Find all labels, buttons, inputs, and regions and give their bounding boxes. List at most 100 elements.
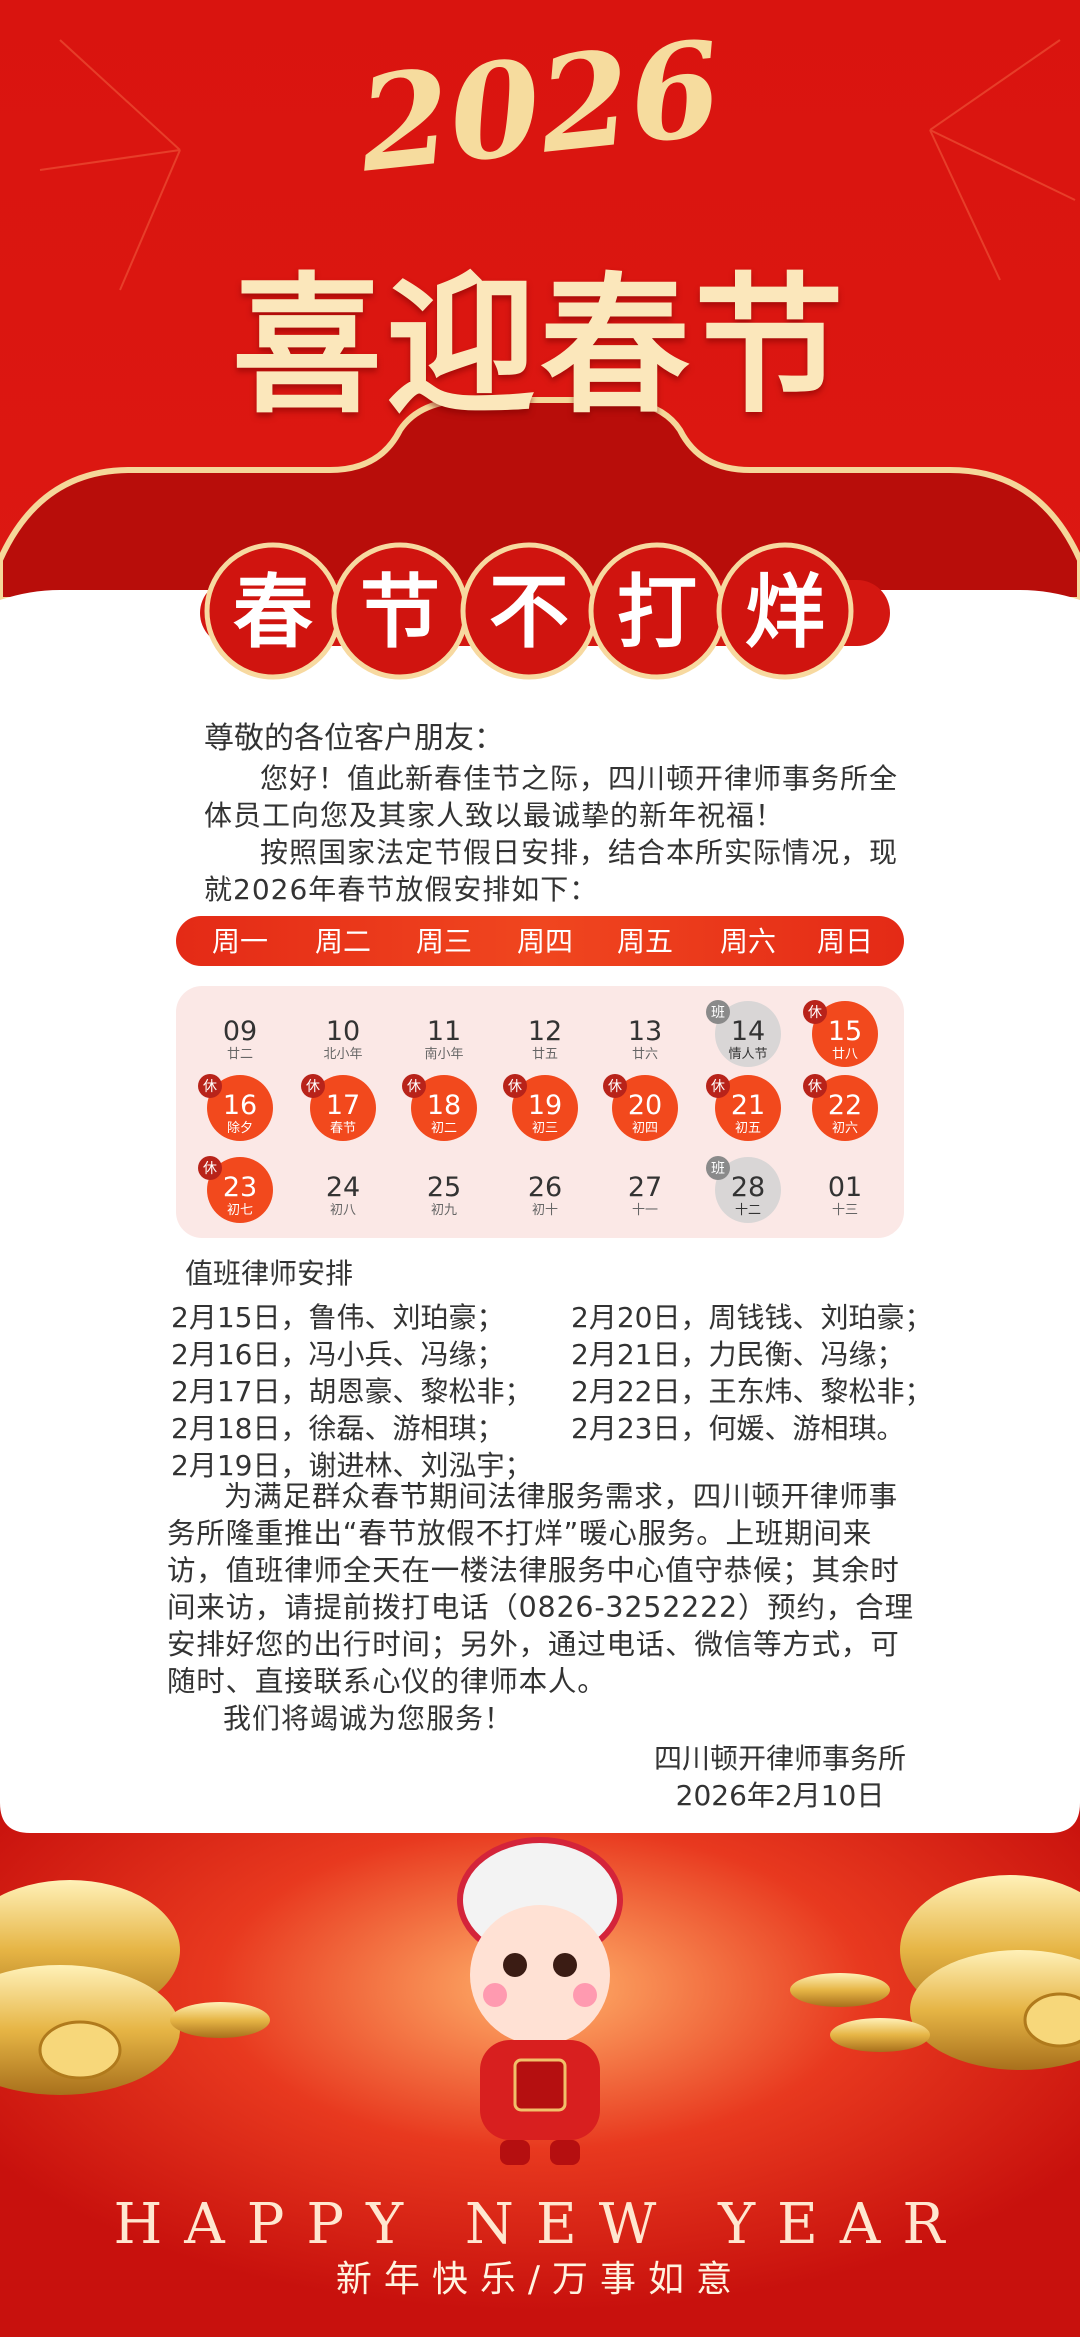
day-lunar: 南小年 [424,1046,463,1062]
day-number: 09 [223,1016,257,1047]
weekday: 周六 [720,925,776,958]
day-number: 20 [628,1090,662,1121]
day-circle [715,1075,781,1141]
day-number: 25 [427,1172,461,1203]
day-badge [706,1000,730,1024]
day-number: 19 [528,1090,562,1121]
day-badge-text: 休 [407,1079,421,1095]
day-number: 15 [828,1016,862,1047]
day-badge [301,1074,325,1098]
day-lunar: 除夕 [227,1121,253,1136]
banner-char: 节 [360,565,440,659]
day-lunar: 初二 [431,1121,457,1136]
day-circle [411,1075,477,1141]
day-number: 17 [326,1090,360,1121]
banner-circle [716,542,854,680]
duty-entry: 2月17日，胡恩豪、黎松非； [171,1375,533,1408]
day-badge [803,1074,827,1098]
day-lunar: 十一 [632,1203,658,1218]
day-number: 22 [828,1090,862,1121]
day-lunar: 初七 [227,1203,253,1218]
banner-char: 春 [233,565,313,659]
duty-title: 值班律师安排 [185,1257,354,1290]
day-badge [706,1074,730,1098]
day-number: 13 [628,1016,662,1047]
signature-date: 2026年2月10日 [675,1779,885,1812]
day-number: 01 [828,1172,862,1203]
day-lunar: 初五 [735,1121,761,1136]
duty-entry: 2月15日，鲁伟、刘珀豪； [171,1301,505,1334]
day-lunar: 廿二 [227,1047,253,1062]
day-number: 12 [528,1016,562,1047]
intro-paragraph: 按照国家法定节假日安排，结合本所实际情况，现就2026年春节放假安排如下： [204,836,899,906]
day-badge-text: 休 [608,1079,622,1095]
greeting: 尊敬的各位客户朋友： [204,721,504,756]
banner-char: 打 [617,565,697,659]
day-circle [715,1157,781,1223]
day-badge [198,1156,222,1180]
day-number: 24 [326,1172,360,1203]
day-badge-text: 班 [711,1005,725,1021]
day-lunar: 初八 [330,1203,356,1218]
day-circle [512,1075,578,1141]
footer-wishes: 新年快乐/万事如意 [335,2259,745,2300]
day-circle [207,1075,273,1141]
day-lunar: 廿八 [832,1047,858,1062]
day-number: 18 [427,1090,461,1121]
day-circle [612,1075,678,1141]
day-badge-text: 休 [808,1005,822,1021]
day-badge-text: 休 [711,1079,725,1095]
day-number: 10 [326,1016,360,1047]
day-lunar: 十二 [735,1203,761,1218]
duty-entry: 2月23日，何媛、游相琪。 [571,1412,905,1445]
day-badge [198,1074,222,1098]
weekday: 周五 [617,925,673,958]
day-lunar: 廿五 [532,1047,558,1062]
duty-entry: 2月19日，谢进林、刘泓宇； [171,1449,533,1482]
day-lunar: 初三 [532,1121,558,1136]
day-badge-text: 休 [808,1079,822,1095]
day-lunar: 十三 [832,1203,858,1218]
duty-entry: 2月20日，周钱钱、刘珀豪； [571,1301,933,1334]
day-lunar: 初六 [832,1121,858,1136]
day-badge [402,1074,426,1098]
notice: 为满足群众春节期间法律服务需求，四川顿开律师事务所隆重推出“春节放假不打烊”暖心… [167,1480,914,1698]
day-badge-text: 休 [203,1161,217,1177]
day-number: 26 [528,1172,562,1203]
day-badge [603,1074,627,1098]
day-number: 23 [223,1172,257,1203]
title: 喜迎春节 [231,258,848,434]
day-badge-text: 休 [203,1079,217,1095]
duty-entry: 2月22日，王东炜、黎松非； [571,1375,933,1408]
day-number: 21 [731,1090,765,1121]
day-number: 11 [427,1016,461,1047]
day-circle [310,1075,376,1141]
duty-entry: 2月16日，冯小兵、冯缘； [171,1338,505,1371]
day-circle [715,1001,781,1067]
weekday: 周二 [315,925,371,958]
day-circle [207,1157,273,1223]
banner-char: 不 [489,565,569,659]
weekday: 周一 [212,925,268,958]
footer-english: HAPPY NEW YEAR [113,2192,967,2257]
signature-org: 四川顿开律师事务所 [653,1742,906,1775]
day-badge-text: 休 [508,1079,522,1095]
day-lunar: 初九 [431,1203,457,1218]
intro-paragraph: 您好！值此新春佳节之际，四川顿开律师事务所全体员工向您及其家人致以最诚挚的新年祝… [204,762,899,832]
banner-char: 烊 [745,565,825,659]
day-badge-text: 休 [306,1079,320,1095]
day-lunar: 情人节 [728,1047,767,1062]
day-circle [812,1001,878,1067]
duty-entry: 2月21日，力民衡、冯缘； [571,1338,905,1371]
day-number: 16 [223,1090,257,1121]
day-number: 28 [731,1172,765,1203]
duty-entry: 2月18日，徐磊、游相琪； [171,1412,505,1445]
day-lunar: 春节 [330,1121,356,1136]
weekday: 周日 [817,925,873,958]
weekday: 周三 [416,925,472,958]
day-circle [812,1075,878,1141]
weekday-bar [176,916,904,966]
day-badge-text: 班 [711,1161,725,1177]
day-lunar: 北小年 [323,1047,362,1062]
